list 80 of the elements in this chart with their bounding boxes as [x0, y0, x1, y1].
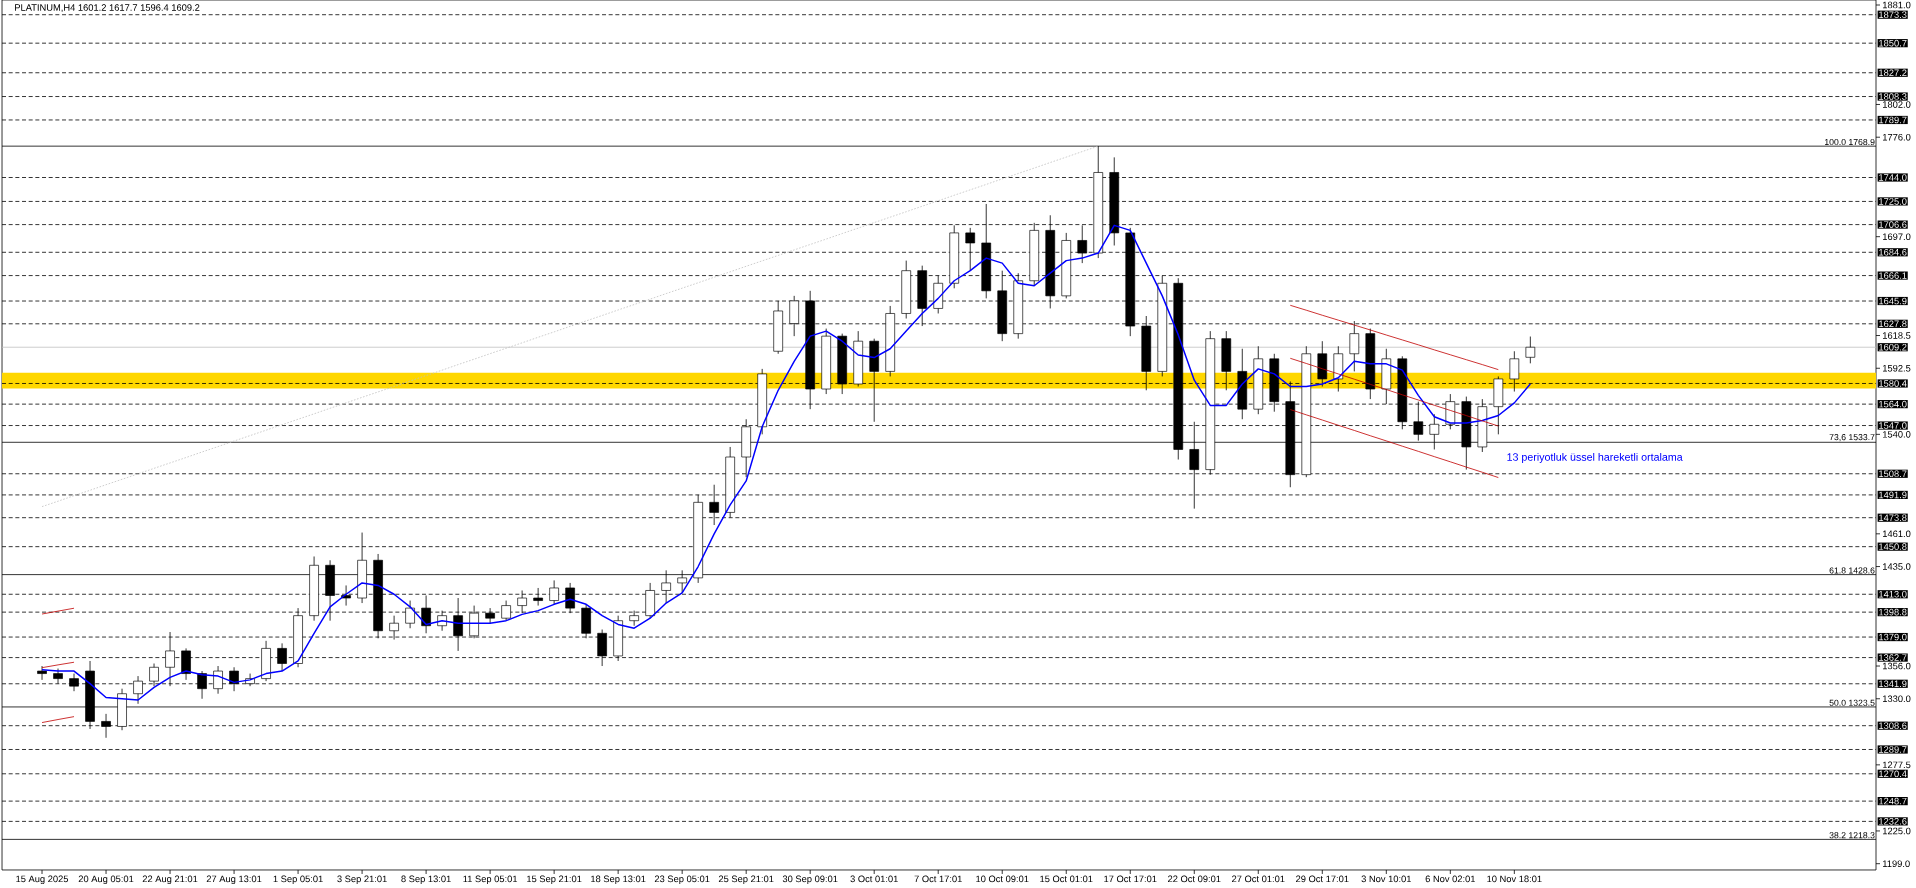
x-tick-label: 18 Sep 13:01 — [591, 875, 646, 885]
candlestick — [1525, 336, 1536, 364]
x-tick-label: 8 Sep 13:01 — [401, 875, 451, 885]
ref-line-label: 1789.7 — [1879, 116, 1907, 124]
x-tick-label: 30 Sep 09:01 — [782, 875, 838, 885]
x-tick-label: 29 Oct 17:01 — [1296, 875, 1349, 883]
y-tick-label: 1592.5 — [1882, 364, 1911, 372]
ref-line-label: 100.0 1768.9 — [1825, 138, 1875, 146]
x-tick-label: 15 Sep 21:01 — [527, 875, 582, 885]
y-tick-label: 1461.0 — [1882, 530, 1911, 538]
line-series — [1289, 357, 1499, 427]
text: 13 periyotluk üssel hareketli ortalama — [1507, 452, 1683, 463]
line-series — [1289, 409, 1499, 478]
y-tick-label: 1356.0 — [1882, 662, 1911, 670]
x-tick-label: 17 Oct 17:01 — [1104, 875, 1157, 883]
ref-line-label: 1413.0 — [1879, 590, 1907, 598]
x-tick-label: 3 Sep 21:01 — [337, 875, 387, 885]
y-tick-label: 1540.0 — [1882, 431, 1911, 438]
x-tick-label: 25 Sep 21:01 — [718, 875, 774, 885]
x-tick-label: 1 Sep 05:01 — [273, 875, 323, 885]
ref-line-label: 50.0 1323.5 — [1829, 699, 1875, 706]
y-tick-label: 1802.0 — [1882, 101, 1911, 108]
ref-line-label: 1491.9 — [1879, 491, 1907, 499]
ref-line-label: 73,6 1533.7 — [1829, 434, 1875, 442]
ref-line-label: 1627.8 — [1879, 320, 1907, 328]
x-tick-label: 3 Nov 10:01 — [1361, 875, 1411, 883]
x-tick-label: 11 Sep 05:01 — [463, 875, 518, 885]
ref-line-label: 1308.6 — [1879, 722, 1907, 729]
ref-line-label: 1547.0 — [1879, 422, 1907, 429]
x-tick-label: 15 Aug 2025 — [16, 875, 69, 885]
ref-line-label: 1808.3 — [1879, 93, 1907, 100]
ref-line-label: 1827.2 — [1879, 69, 1907, 77]
x-tick-label: 22 Aug 21:01 — [142, 875, 198, 885]
ref-line-label: 1873.3 — [1879, 11, 1907, 19]
ref-line-label: 1684.6 — [1879, 249, 1907, 256]
ref-line-label: 1744.0 — [1879, 174, 1907, 181]
ref-line-label: 1706.6 — [1879, 221, 1907, 228]
ref-line-label: 1666.1 — [1879, 272, 1907, 279]
x-tick-label: 7 Oct 17:01 — [914, 875, 962, 883]
y-tick-label: 1199.0 — [1882, 860, 1910, 867]
y-tick-label: 1330.0 — [1882, 695, 1911, 703]
ref-line-label: 1609.2 — [1879, 343, 1907, 351]
x-tick-label: 10 Oct 09:01 — [976, 875, 1029, 883]
ref-line-label: 61.8 1428.6 — [1829, 567, 1875, 574]
x-tick-label: 27 Oct 01:01 — [1232, 875, 1285, 883]
ref-line-label: 1362.7 — [1879, 654, 1907, 661]
ref-line-label: 1450.8 — [1879, 543, 1907, 550]
ref-line-label: 1645.9 — [1879, 297, 1907, 305]
ref-line-label: 1398.8 — [1879, 608, 1907, 616]
x-tick-label: 23 Sep 05:01 — [654, 875, 710, 885]
x-tick-label: 6 Nov 02:01 — [1425, 875, 1476, 883]
ref-line-label: 1232.6 — [1879, 818, 1907, 825]
ref-line-label: 1289.7 — [1879, 746, 1907, 753]
ref-line-label: 1379.0 — [1879, 633, 1907, 641]
x-tick-label: 15 Oct 01:01 — [1040, 875, 1093, 883]
ref-line-label: 1473.8 — [1879, 514, 1907, 521]
ref-line-label: 1564.0 — [1879, 400, 1907, 408]
ref-line-label: 1248.7 — [1879, 797, 1907, 805]
ref-line-label: 1508.7 — [1879, 470, 1907, 478]
y-tick-label: 1618.5 — [1882, 332, 1911, 339]
y-tick-label: 1277.5 — [1882, 761, 1911, 769]
ref-line-label: 1850.7 — [1879, 39, 1907, 47]
x-tick-label: 22 Oct 09:01 — [1168, 875, 1221, 883]
x-tick-label: 3 Oct 01:01 — [850, 875, 898, 883]
ref-line-label: 1341.9 — [1879, 680, 1907, 688]
x-tick-label: 27 Aug 13:01 — [206, 875, 262, 885]
ref-line-label: 38.2 1218.3 — [1829, 832, 1875, 839]
ref-line-label: 1725.0 — [1879, 198, 1907, 205]
ref-line-label: 1270.4 — [1879, 770, 1907, 778]
x-tick-label: 20 Aug 05:01 — [78, 875, 134, 885]
y-tick-label: 1697.0 — [1882, 233, 1911, 240]
line-series — [1289, 304, 1499, 371]
candlestick — [37, 665, 47, 681]
ref-line-label: 1580.4 — [1879, 380, 1907, 387]
y-tick-label: 1435.0 — [1882, 563, 1911, 570]
x-tick-label: 10 Nov 18:01 — [1487, 875, 1542, 883]
y-tick-label: 1881.0 — [1882, 1, 1911, 9]
chart-title: PLATINUM,H4 1601.2 1617.7 1596.4 1609.2 — [15, 4, 200, 12]
y-tick-label: 1776.0 — [1882, 133, 1911, 141]
y-tick-label: 1225.0 — [1882, 827, 1911, 835]
